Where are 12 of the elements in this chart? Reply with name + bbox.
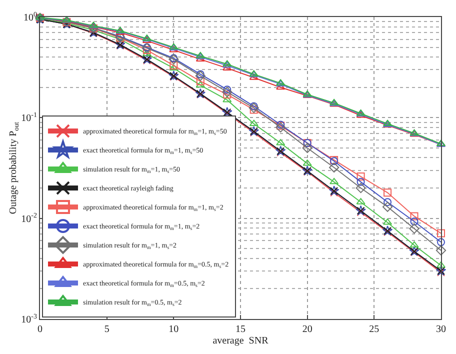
x-tick-label: 30: [436, 324, 446, 335]
x-axis-title: average SNR: [212, 336, 269, 346]
y-tick-label: 10$^{0}$: [24, 10, 38, 24]
x-tick-label: 5: [104, 324, 110, 335]
x-tick-label: 15: [236, 324, 246, 335]
y-tick-label: 10$^{-2}$: [21, 212, 38, 225]
x-tick-label: 20: [302, 324, 312, 335]
x-tick-label: 10: [168, 324, 179, 335]
x-tick-label: 25: [369, 324, 380, 335]
x-tick-label: 0: [38, 324, 42, 335]
y-tick-label: 10$^{-1}$: [21, 110, 38, 124]
y-tick-label: 10$^{-3}$: [21, 312, 38, 326]
